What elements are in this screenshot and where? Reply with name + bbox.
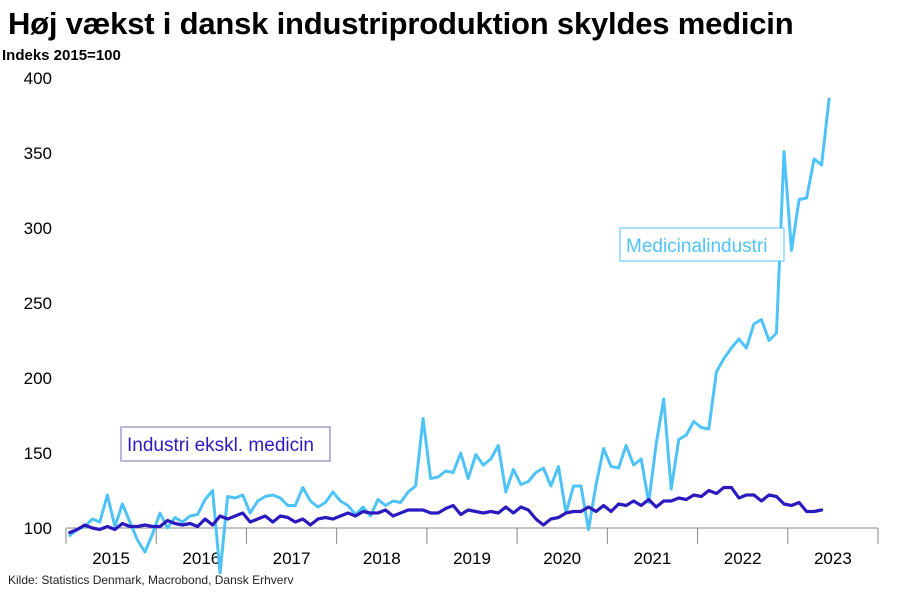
- x-tick-label: 2017: [273, 549, 311, 568]
- x-tick-label: 2022: [724, 549, 762, 568]
- source-note: Kilde: Statistics Denmark, Macrobond, Da…: [8, 573, 294, 587]
- series-layer: [68, 97, 831, 575]
- x-tick-label: 2019: [453, 549, 491, 568]
- x-tick-label: 2015: [92, 549, 130, 568]
- y-axis-unit-label: Indeks 2015=100: [2, 47, 121, 64]
- y-tick-label: 200: [24, 369, 52, 388]
- x-tick-label: 2016: [182, 549, 220, 568]
- y-tick-label: 300: [24, 219, 52, 238]
- industry-label-box: Industri ekskl. medicin: [120, 426, 331, 462]
- y-tick-label: 400: [24, 69, 52, 88]
- x-axis: 2015 2016 2017 2018 2019 2020 2021 2022 2023: [65, 527, 879, 568]
- chart-title: Høj vækst i dansk industriproduktion sky…: [8, 6, 794, 41]
- series-line-industri-ekskl-medicin: [68, 485, 824, 535]
- y-tick-label: 100: [24, 519, 52, 538]
- y-tick-label: 250: [24, 294, 52, 313]
- x-tick-label: 2018: [363, 549, 401, 568]
- x-tick-label: 2023: [814, 549, 852, 568]
- medicinal-label-box: Medicinalindustri: [619, 227, 785, 262]
- industry-series-label: Industri ekskl. medicin: [127, 435, 314, 456]
- y-tick-label: 150: [24, 444, 52, 463]
- series-line-medicinalindustri: [68, 97, 831, 575]
- y-axis-ticks: 100 150 200 250 300 350 400: [24, 69, 52, 538]
- x-tick-label: 2021: [634, 549, 672, 568]
- medicinal-series-label: Medicinalindustri: [626, 236, 768, 257]
- x-tick-label: 2020: [543, 549, 581, 568]
- y-tick-label: 350: [24, 144, 52, 163]
